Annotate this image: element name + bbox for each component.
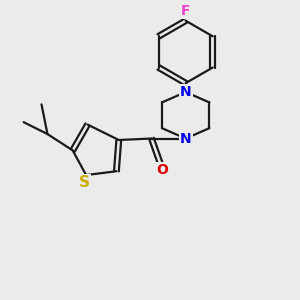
Text: F: F xyxy=(181,4,190,18)
Text: N: N xyxy=(180,85,191,99)
Text: O: O xyxy=(156,163,168,177)
Text: N: N xyxy=(180,131,191,146)
Text: S: S xyxy=(79,175,90,190)
